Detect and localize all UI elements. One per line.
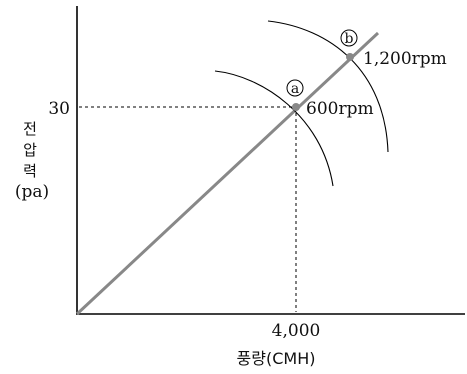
label-1200rpm: 1,200rpm bbox=[363, 49, 447, 69]
system-line bbox=[75, 31, 380, 316]
marker-b-letter: b bbox=[345, 31, 354, 47]
y-title-unit: (pa) bbox=[15, 182, 49, 202]
point-a bbox=[292, 103, 300, 111]
y-title-char-1: 전 bbox=[23, 120, 37, 138]
x-tick-4000: 4,000 bbox=[272, 321, 321, 341]
marker-a-circle bbox=[286, 79, 304, 97]
y-title-char-2: 압 bbox=[23, 141, 37, 159]
marker-a-letter: a bbox=[291, 81, 299, 97]
marker-b-circle bbox=[340, 29, 358, 47]
x-axis-title: 풍량(CMH) bbox=[237, 349, 316, 368]
label-600rpm: 600rpm bbox=[306, 99, 374, 119]
point-b bbox=[346, 53, 354, 61]
y-title-char-3: 력 bbox=[23, 162, 37, 180]
fan-curve-600rpm bbox=[214, 70, 334, 187]
y-tick-30: 30 bbox=[48, 99, 70, 119]
